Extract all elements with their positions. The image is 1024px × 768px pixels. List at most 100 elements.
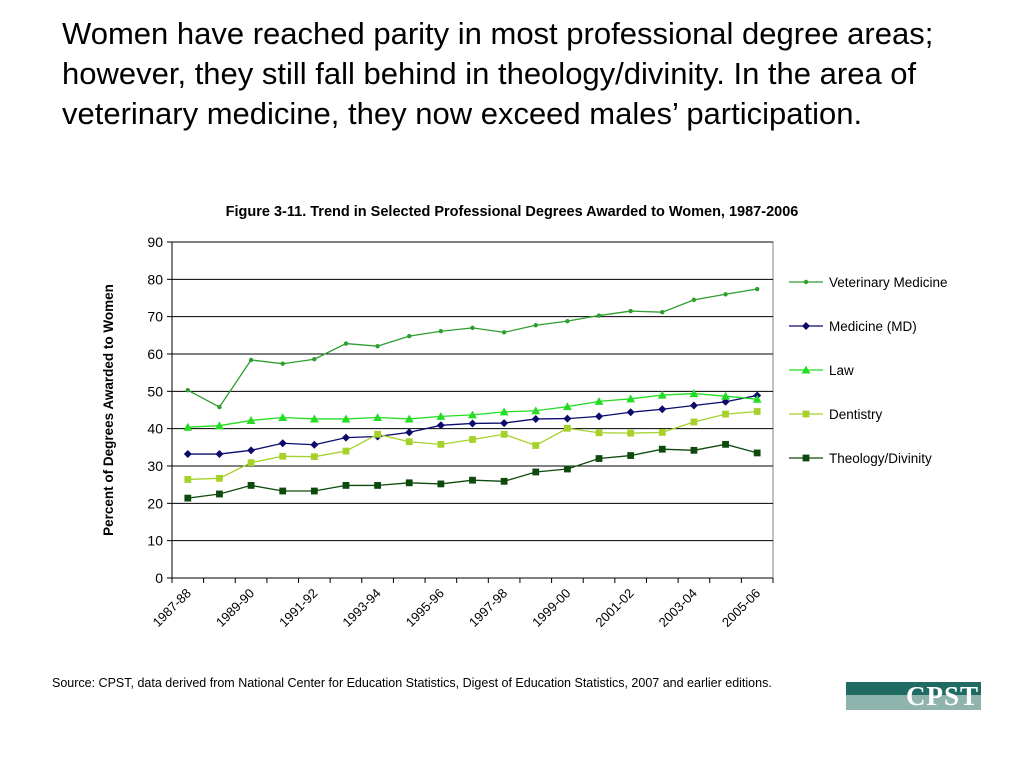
data-point-law xyxy=(531,406,541,415)
data-point-veterinary-medicine xyxy=(754,286,760,292)
legend-marker-theology-divinity xyxy=(802,454,810,462)
data-point-dentistry xyxy=(342,447,350,455)
data-point-medicine-md xyxy=(278,439,287,448)
data-point-medicine-md xyxy=(310,440,319,449)
data-point-theology-divinity xyxy=(374,482,382,489)
x-tick-label: 1991-92 xyxy=(276,586,320,630)
legend-label-law: Law xyxy=(829,363,854,378)
data-point-theology-divinity xyxy=(405,479,413,487)
data-point-dentistry xyxy=(184,476,192,483)
y-tick-label: 50 xyxy=(147,383,163,399)
data-point-law xyxy=(689,389,699,398)
data-point-veterinary-medicine xyxy=(407,333,412,339)
data-point-dentistry xyxy=(627,429,635,437)
data-point-law xyxy=(499,407,509,416)
data-point-dentistry xyxy=(469,436,476,443)
data-point-theology-divinity xyxy=(216,490,223,498)
data-point-veterinary-medicine xyxy=(375,343,380,349)
data-point-veterinary-medicine xyxy=(533,323,538,328)
data-point-theology-divinity xyxy=(532,468,540,476)
line-chart: 0 10 20 30 40 50 60 70 80 90 1987-88 1989-90 1991-92… xyxy=(101,234,948,630)
data-point-dentistry xyxy=(437,440,445,448)
data-point-theology-divinity xyxy=(658,445,666,453)
chart-title: Figure 3-11. Trend in Selected Professio… xyxy=(225,204,799,220)
data-point-law xyxy=(373,413,383,421)
source-note: Source: CPST, data derived from National… xyxy=(52,676,772,690)
data-point-veterinary-medicine xyxy=(438,329,444,334)
legend-label-theology-divinity: Theology/Divinity xyxy=(829,451,932,466)
data-point-medicine-md xyxy=(405,428,414,437)
y-tick-label: 40 xyxy=(147,421,163,437)
data-point-veterinary-medicine xyxy=(501,330,507,335)
data-point-medicine-md xyxy=(468,419,477,428)
data-point-dentistry xyxy=(595,429,603,437)
chart-legend: Veterinary Medicine Medicine (MD) Law Denti… xyxy=(789,275,948,466)
data-point-medicine-md xyxy=(183,450,192,459)
data-point-veterinary-medicine xyxy=(280,361,285,366)
data-point-law xyxy=(594,397,604,405)
data-point-law xyxy=(752,394,762,403)
data-point-veterinary-medicine xyxy=(596,313,602,318)
data-point-theology-divinity xyxy=(500,477,508,485)
data-point-law xyxy=(183,422,193,431)
data-point-veterinary-medicine xyxy=(628,308,633,314)
data-point-medicine-md xyxy=(247,446,256,455)
data-point-law xyxy=(404,414,414,423)
data-point-law xyxy=(562,402,572,411)
data-point-dentistry xyxy=(216,474,223,482)
data-point-medicine-md xyxy=(341,433,350,442)
y-tick-label: 0 xyxy=(155,570,163,586)
data-point-law xyxy=(626,394,636,403)
data-point-medicine-md xyxy=(436,421,445,430)
data-point-dentistry xyxy=(532,442,540,449)
legend-label-dentistry: Dentistry xyxy=(829,407,883,422)
data-point-medicine-md xyxy=(595,412,604,421)
x-tick-label: 1999-00 xyxy=(529,586,573,630)
data-point-theology-divinity xyxy=(437,480,445,488)
legend-marker-law xyxy=(801,365,811,374)
data-point-dentistry xyxy=(722,410,729,418)
data-point-theology-divinity xyxy=(247,482,255,489)
data-point-theology-divinity xyxy=(627,452,635,459)
data-point-medicine-md xyxy=(721,397,730,406)
data-point-law xyxy=(657,390,667,399)
data-point-dentistry xyxy=(500,430,508,438)
data-point-veterinary-medicine xyxy=(723,292,728,297)
data-point-dentistry xyxy=(563,424,571,432)
data-point-law xyxy=(721,391,730,400)
y-tick-label: 70 xyxy=(147,309,163,325)
logo-bar-top xyxy=(846,682,981,695)
y-tick-label: 80 xyxy=(147,271,163,287)
data-point-dentistry xyxy=(310,453,318,461)
data-point-dentistry xyxy=(374,430,382,438)
data-point-dentistry xyxy=(658,429,666,436)
data-point-theology-divinity xyxy=(690,446,698,454)
y-axis-label: Percent of Degrees Awarded to Women xyxy=(101,284,116,536)
data-point-law xyxy=(309,414,319,423)
data-point-theology-divinity xyxy=(310,487,318,495)
x-tick-label: 1987-88 xyxy=(150,586,194,630)
data-point-law xyxy=(278,413,288,421)
data-point-law xyxy=(215,421,224,430)
data-point-veterinary-medicine xyxy=(470,325,475,331)
logo-bar-bottom xyxy=(846,695,981,710)
data-point-theology-divinity xyxy=(469,476,476,484)
x-tick-label: 1993-94 xyxy=(339,586,383,630)
data-point-medicine-md xyxy=(689,401,698,410)
legend-marker-veterinary-medicine xyxy=(803,279,809,285)
plot-frame xyxy=(171,241,774,579)
y-tick-label: 30 xyxy=(147,458,163,474)
data-point-veterinary-medicine xyxy=(185,388,191,393)
data-point-theology-divinity xyxy=(184,494,192,502)
data-point-veterinary-medicine xyxy=(660,309,665,315)
x-tick-label: 2003-04 xyxy=(656,586,700,630)
data-point-dentistry xyxy=(279,452,287,460)
data-point-dentistry xyxy=(753,408,761,415)
data-point-medicine-md xyxy=(531,414,540,423)
data-point-dentistry xyxy=(247,459,255,467)
data-point-theology-divinity xyxy=(753,449,761,457)
data-point-theology-divinity xyxy=(722,440,729,448)
data-point-law xyxy=(436,411,446,420)
x-tick-label: 2001-02 xyxy=(592,586,636,630)
data-point-veterinary-medicine xyxy=(565,318,570,324)
